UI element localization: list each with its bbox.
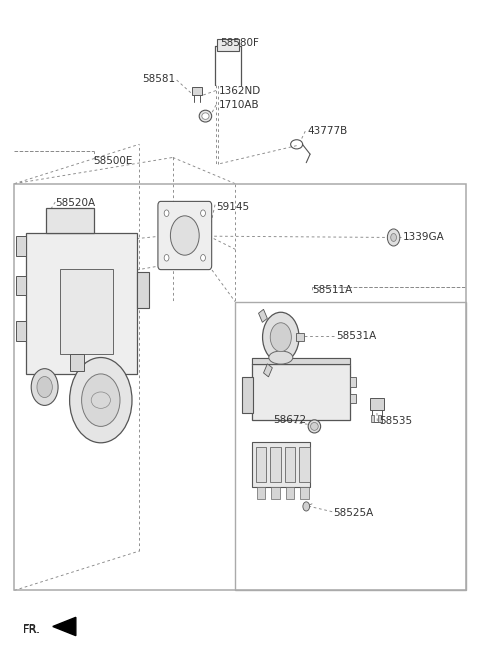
Circle shape <box>263 312 299 362</box>
Bar <box>252 364 350 420</box>
Bar <box>270 447 281 482</box>
Bar <box>350 394 356 403</box>
Bar <box>252 442 310 487</box>
Bar <box>370 398 384 410</box>
Bar <box>192 87 202 95</box>
Circle shape <box>201 255 205 261</box>
Ellipse shape <box>199 110 212 122</box>
Circle shape <box>37 377 52 398</box>
Text: 1710AB: 1710AB <box>218 100 259 110</box>
Text: 58580F: 58580F <box>221 37 259 48</box>
Circle shape <box>31 369 58 405</box>
Bar <box>378 415 382 422</box>
Text: FR.: FR. <box>23 623 41 636</box>
Bar <box>299 447 310 482</box>
Bar <box>16 276 26 295</box>
Bar <box>46 208 94 233</box>
Circle shape <box>387 229 400 246</box>
Bar <box>296 333 304 341</box>
Bar <box>217 39 239 51</box>
Bar <box>257 487 265 499</box>
Circle shape <box>164 210 169 216</box>
Bar <box>16 236 26 256</box>
Circle shape <box>70 358 132 443</box>
Bar <box>350 377 356 387</box>
Text: FR.: FR. <box>23 625 39 635</box>
FancyBboxPatch shape <box>158 201 212 270</box>
Bar <box>70 354 84 371</box>
Text: 58531A: 58531A <box>336 331 376 341</box>
Bar <box>264 364 272 377</box>
Bar <box>371 415 374 422</box>
Text: 59145: 59145 <box>216 201 249 212</box>
Text: 1362ND: 1362ND <box>218 85 261 96</box>
Bar <box>16 321 26 341</box>
Text: 43777B: 43777B <box>307 126 348 136</box>
Bar <box>60 269 113 354</box>
Ellipse shape <box>308 420 321 433</box>
Text: 1339GA: 1339GA <box>403 232 445 243</box>
Text: 58581: 58581 <box>142 73 175 84</box>
Circle shape <box>170 216 199 255</box>
Bar <box>285 447 295 482</box>
Text: 58511A: 58511A <box>312 285 352 295</box>
Bar <box>286 487 294 499</box>
Circle shape <box>391 234 396 241</box>
Polygon shape <box>252 364 350 420</box>
Circle shape <box>303 502 310 511</box>
Bar <box>300 487 309 499</box>
Polygon shape <box>252 358 350 364</box>
Bar <box>235 302 466 590</box>
Bar <box>242 377 253 413</box>
Text: 58535: 58535 <box>379 416 412 426</box>
Text: 58525A: 58525A <box>334 508 374 518</box>
Text: 58520A: 58520A <box>55 198 96 209</box>
Ellipse shape <box>202 113 209 119</box>
Polygon shape <box>53 617 76 636</box>
Bar <box>14 184 466 590</box>
Bar <box>256 447 266 482</box>
Ellipse shape <box>269 351 293 364</box>
Text: 58672: 58672 <box>274 415 307 425</box>
Text: 58500E: 58500E <box>94 155 133 166</box>
Bar <box>271 487 280 499</box>
Bar <box>259 310 267 322</box>
Ellipse shape <box>311 422 318 430</box>
Bar <box>137 272 149 308</box>
Circle shape <box>270 323 291 352</box>
Circle shape <box>164 255 169 261</box>
Circle shape <box>82 374 120 426</box>
Bar <box>26 233 137 374</box>
Circle shape <box>201 210 205 216</box>
